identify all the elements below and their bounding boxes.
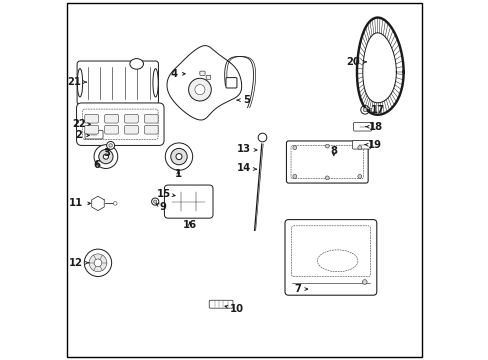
Text: 12: 12 (69, 258, 89, 268)
FancyBboxPatch shape (144, 114, 158, 123)
Circle shape (108, 144, 112, 147)
Circle shape (106, 141, 114, 149)
Circle shape (151, 198, 159, 205)
Circle shape (195, 85, 204, 95)
Text: 16: 16 (183, 220, 197, 230)
Polygon shape (356, 18, 403, 115)
Circle shape (188, 78, 211, 101)
Ellipse shape (153, 69, 158, 97)
FancyBboxPatch shape (352, 140, 370, 149)
FancyBboxPatch shape (291, 226, 369, 276)
FancyBboxPatch shape (200, 71, 204, 75)
FancyBboxPatch shape (225, 78, 237, 88)
Text: 14: 14 (236, 163, 256, 174)
Text: 19: 19 (364, 140, 381, 150)
FancyBboxPatch shape (290, 145, 363, 179)
Text: 7: 7 (294, 284, 307, 294)
Text: 20: 20 (346, 57, 366, 67)
Text: 21: 21 (67, 77, 86, 87)
Circle shape (103, 154, 108, 159)
FancyBboxPatch shape (85, 130, 103, 139)
Text: 2: 2 (75, 130, 89, 140)
FancyBboxPatch shape (84, 114, 98, 123)
FancyBboxPatch shape (104, 114, 118, 123)
FancyBboxPatch shape (164, 185, 213, 218)
Text: 17: 17 (367, 105, 384, 115)
Circle shape (362, 280, 366, 284)
Circle shape (165, 143, 192, 170)
FancyBboxPatch shape (285, 220, 376, 295)
Text: 4: 4 (170, 69, 185, 79)
Circle shape (360, 105, 368, 114)
Circle shape (153, 200, 157, 203)
Polygon shape (166, 46, 241, 120)
Circle shape (170, 148, 187, 165)
FancyBboxPatch shape (206, 75, 210, 80)
Polygon shape (92, 196, 104, 211)
Ellipse shape (317, 250, 357, 272)
FancyBboxPatch shape (209, 300, 232, 308)
Text: 10: 10 (224, 303, 243, 314)
FancyBboxPatch shape (77, 61, 158, 104)
Circle shape (258, 133, 266, 142)
FancyBboxPatch shape (82, 109, 158, 139)
FancyBboxPatch shape (353, 122, 371, 131)
FancyBboxPatch shape (124, 114, 138, 123)
Text: 13: 13 (237, 144, 256, 154)
Circle shape (89, 254, 107, 272)
Text: 3: 3 (103, 148, 110, 158)
Circle shape (176, 154, 182, 159)
Polygon shape (362, 33, 396, 103)
Text: 11: 11 (69, 198, 90, 208)
Circle shape (113, 202, 117, 205)
Circle shape (94, 145, 118, 168)
Text: 22: 22 (72, 119, 90, 129)
FancyBboxPatch shape (104, 125, 118, 134)
Circle shape (325, 144, 328, 148)
FancyBboxPatch shape (286, 141, 367, 183)
Text: 6: 6 (94, 159, 101, 170)
Circle shape (357, 146, 361, 149)
FancyBboxPatch shape (77, 103, 163, 145)
Text: 5: 5 (237, 95, 249, 105)
Circle shape (99, 149, 113, 164)
Text: 8: 8 (329, 146, 337, 156)
FancyBboxPatch shape (124, 125, 138, 134)
Ellipse shape (130, 59, 143, 69)
Text: 18: 18 (365, 122, 382, 132)
Circle shape (363, 108, 366, 112)
Text: 1: 1 (174, 168, 182, 179)
FancyBboxPatch shape (84, 125, 98, 134)
Text: 9: 9 (156, 202, 166, 212)
Ellipse shape (77, 69, 82, 97)
Circle shape (84, 249, 111, 276)
FancyBboxPatch shape (144, 125, 158, 134)
Circle shape (292, 146, 296, 149)
Circle shape (94, 259, 102, 267)
Circle shape (325, 176, 328, 180)
Text: 15: 15 (156, 189, 175, 199)
Circle shape (292, 175, 296, 178)
Circle shape (357, 175, 361, 178)
